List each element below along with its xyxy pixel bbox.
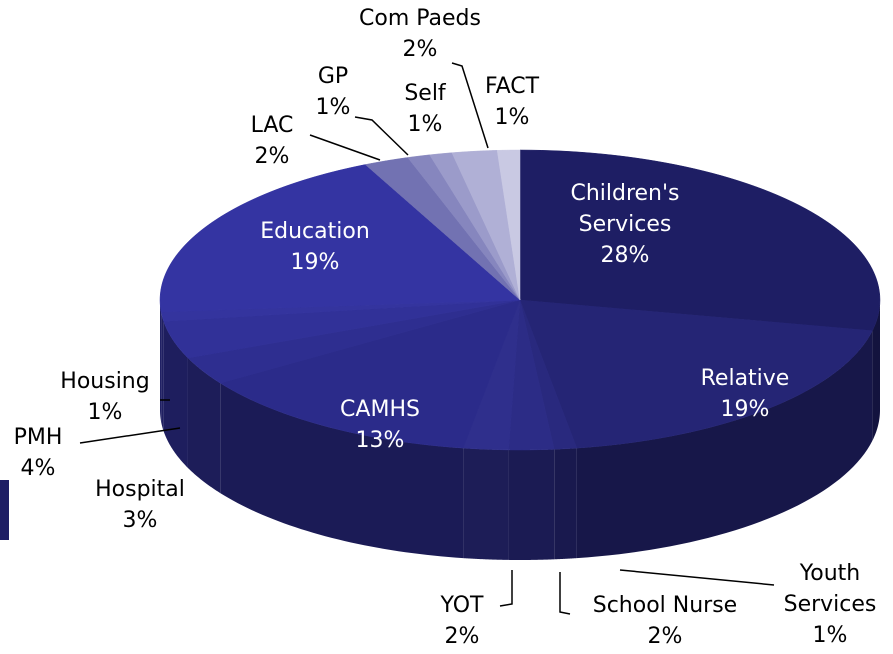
slice (364, 157, 521, 301)
category-label: GP (317, 64, 349, 89)
value-label: 1% (812, 623, 848, 648)
slice-label: Hospital 3% (80, 474, 200, 536)
slice (519, 299, 873, 449)
category-label: FACT (484, 74, 540, 99)
value-label: 2% (402, 37, 438, 62)
value-label: 2% (444, 624, 480, 649)
slice-side (463, 448, 509, 560)
value-label: 3% (122, 508, 158, 533)
category-label: YOT (440, 593, 484, 618)
slice-label: School Nurse 2% (580, 590, 750, 652)
slice (159, 164, 521, 313)
slice-side (160, 300, 162, 422)
category-label: Hospital (95, 477, 185, 502)
slice (496, 149, 521, 301)
legend-fragment (0, 480, 9, 540)
category-label: Relative (700, 366, 790, 391)
category-label: Housing (60, 369, 150, 394)
value-label: 13% (355, 428, 405, 453)
slice-label: Youth Services 1% (775, 558, 885, 651)
category-label: PMH (13, 425, 63, 450)
slice (187, 299, 521, 384)
category-label: School Nurse (592, 593, 738, 618)
slice-label: Housing 1% (45, 366, 165, 428)
category-label: LAC (250, 113, 294, 138)
slice (163, 299, 521, 359)
slice-side (576, 330, 873, 559)
slice (160, 299, 521, 322)
value-label: 1% (87, 400, 123, 425)
slice-label: Com Paeds 2% (340, 3, 500, 65)
category-label: Children's Services (570, 181, 680, 237)
value-label: 1% (315, 95, 351, 120)
value-label: 1% (407, 112, 443, 137)
slice-side (872, 300, 880, 441)
slice (407, 154, 521, 301)
value-label: 1% (494, 105, 530, 130)
slice-label: Relative 19% (685, 363, 805, 425)
slice-label: FACT 1% (472, 71, 552, 133)
slice-label: LAC 2% (232, 110, 312, 172)
slice-side (508, 449, 555, 560)
slice-side (220, 383, 464, 559)
slice-label: CAMHS 13% (320, 394, 440, 456)
slice-side (163, 321, 188, 468)
category-label: Com Paeds (359, 6, 481, 31)
value-label: 28% (600, 243, 650, 268)
slice-label: Self 1% (385, 78, 465, 140)
slice (519, 299, 578, 450)
slice-side (161, 311, 164, 432)
slice-label: Children's Services 28% (550, 178, 700, 271)
slice-label: YOT 2% (422, 590, 502, 652)
slice (219, 299, 521, 449)
slice (508, 299, 555, 451)
leader-lines (79, 62, 775, 615)
slice-side (187, 357, 221, 494)
slice-label: PMH 4% (0, 422, 78, 484)
slice (519, 149, 881, 331)
category-label: Education (260, 219, 370, 244)
value-label: 19% (290, 250, 340, 275)
value-label: 4% (20, 456, 56, 481)
slice-label: GP 1% (293, 61, 373, 123)
slice (429, 152, 521, 301)
value-label: 19% (720, 397, 770, 422)
value-label: 2% (254, 144, 290, 169)
value-label: 2% (647, 624, 683, 649)
slice-side (554, 448, 577, 560)
category-label: Youth Services (783, 561, 877, 617)
category-label: Self (404, 81, 446, 106)
category-label: CAMHS (340, 397, 420, 422)
slice (451, 150, 521, 301)
slice-label: Education 19% (245, 216, 385, 278)
